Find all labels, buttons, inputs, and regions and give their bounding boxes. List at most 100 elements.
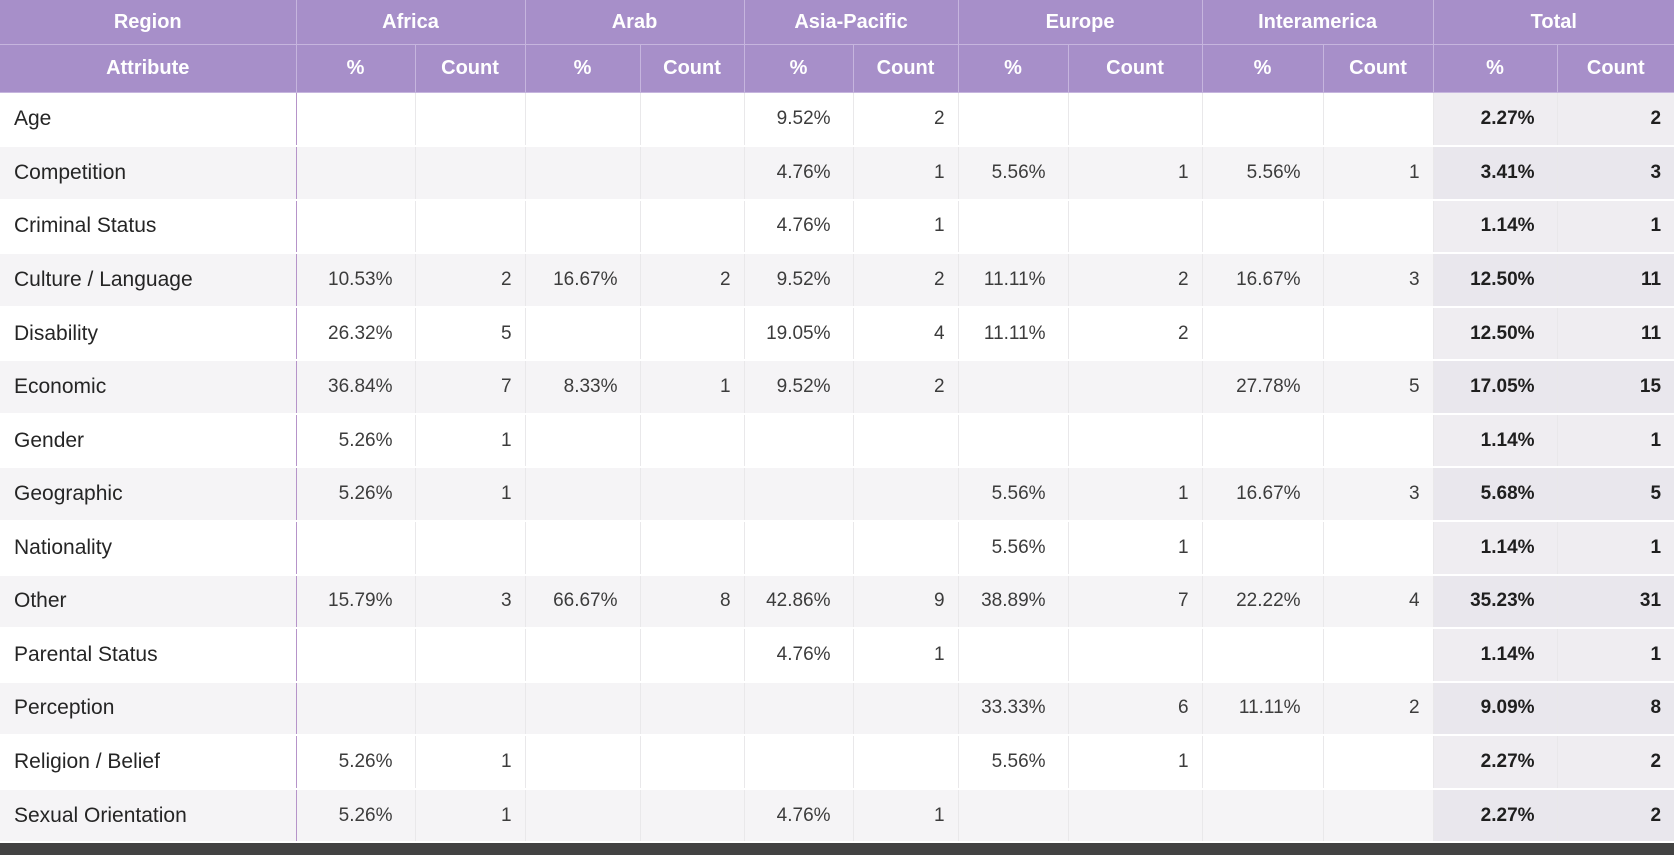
pct-cell: 33.33% bbox=[958, 681, 1069, 737]
pct-cell: 11.11% bbox=[958, 253, 1069, 308]
pct-cell: 5.56% bbox=[958, 521, 1069, 576]
count-cell: 3 bbox=[415, 574, 526, 630]
subheader-pct-europe: % bbox=[957, 44, 1069, 93]
total-pct-cell: 12.50% bbox=[1433, 253, 1558, 308]
pct-cell: 5.56% bbox=[1202, 146, 1324, 201]
table-row: Perception 33.33% 6 11.11% 2 9.09% 8 bbox=[0, 681, 1674, 737]
pct-cell bbox=[958, 413, 1069, 469]
count-cell bbox=[1323, 735, 1434, 790]
subheader-pct-interamerica: % bbox=[1201, 44, 1324, 93]
row-attribute-label: Other bbox=[0, 574, 297, 630]
row-attribute-label: Competition bbox=[0, 146, 297, 201]
subheader-pct-arab: % bbox=[524, 44, 641, 93]
column-group-interamerica: Interamerica bbox=[1201, 0, 1434, 45]
count-cell: 1 bbox=[853, 788, 959, 844]
count-cell bbox=[1068, 199, 1203, 255]
count-cell: 1 bbox=[853, 199, 959, 255]
count-cell: 1 bbox=[640, 360, 745, 415]
count-cell bbox=[415, 146, 526, 201]
row-attribute-label: Geographic bbox=[0, 467, 297, 522]
pct-cell bbox=[1202, 628, 1324, 683]
pct-cell: 5.26% bbox=[296, 735, 416, 790]
count-cell: 2 bbox=[853, 253, 959, 308]
count-cell bbox=[853, 413, 959, 469]
total-count-cell: 3 bbox=[1557, 146, 1674, 201]
count-cell: 8 bbox=[640, 574, 745, 630]
count-cell: 1 bbox=[1068, 467, 1203, 522]
total-pct-cell: 1.14% bbox=[1433, 521, 1558, 576]
table-row: Other 15.79% 3 66.67% 8 42.86% 9 38.89% 7 22.22% 4… bbox=[0, 574, 1674, 630]
count-cell: 3 bbox=[1323, 467, 1434, 522]
pct-cell: 26.32% bbox=[296, 306, 416, 362]
count-cell bbox=[1323, 788, 1434, 844]
total-pct-cell: 5.68% bbox=[1433, 467, 1558, 522]
total-pct-cell: 35.23% bbox=[1433, 574, 1558, 630]
pct-cell bbox=[525, 146, 641, 201]
pct-cell: 5.56% bbox=[958, 146, 1069, 201]
pct-cell bbox=[1202, 92, 1324, 148]
pct-cell: 4.76% bbox=[744, 628, 854, 683]
count-cell bbox=[640, 735, 745, 790]
table-row: Sexual Orientation 5.26% 1 4.76% 1 2.27% 2 bbox=[0, 788, 1674, 844]
count-cell bbox=[640, 413, 745, 469]
pct-cell bbox=[525, 521, 641, 576]
total-count-cell: 8 bbox=[1557, 681, 1674, 737]
total-count-cell: 11 bbox=[1557, 306, 1674, 362]
count-cell: 1 bbox=[1323, 146, 1434, 201]
pct-cell: 4.76% bbox=[744, 199, 854, 255]
pct-cell: 66.67% bbox=[525, 574, 641, 630]
row-attribute-label: Perception bbox=[0, 681, 297, 737]
pct-cell bbox=[296, 681, 416, 737]
count-cell: 4 bbox=[853, 306, 959, 362]
pct-cell: 9.52% bbox=[744, 92, 854, 148]
pct-cell bbox=[296, 146, 416, 201]
count-cell: 5 bbox=[1323, 360, 1434, 415]
total-pct-cell: 1.14% bbox=[1433, 413, 1558, 469]
pct-cell bbox=[296, 521, 416, 576]
pct-cell: 8.33% bbox=[525, 360, 641, 415]
table-row: Disability 26.32% 5 19.05% 4 11.11% 2 12.50% 11 bbox=[0, 306, 1674, 362]
pct-cell: 11.11% bbox=[958, 306, 1069, 362]
row-attribute-label: Parental Status bbox=[0, 628, 297, 683]
subheader-count-europe: Count bbox=[1067, 44, 1203, 93]
pct-cell: 27.78% bbox=[1202, 360, 1324, 415]
table-row: Religion / Belief 5.26% 1 5.56% 1 2.27% 2 bbox=[0, 735, 1674, 790]
count-cell bbox=[853, 681, 959, 737]
total-pct-cell: 2.27% bbox=[1433, 788, 1558, 844]
count-cell: 1 bbox=[415, 788, 526, 844]
count-cell bbox=[415, 199, 526, 255]
total-pct-cell: 1.14% bbox=[1433, 199, 1558, 255]
pct-cell bbox=[958, 199, 1069, 255]
count-cell bbox=[640, 146, 745, 201]
total-pct-cell: 3.41% bbox=[1433, 146, 1558, 201]
count-cell bbox=[1323, 306, 1434, 362]
total-pct-cell: 12.50% bbox=[1433, 306, 1558, 362]
pct-cell bbox=[525, 735, 641, 790]
count-cell: 5 bbox=[415, 306, 526, 362]
pct-cell: 10.53% bbox=[296, 253, 416, 308]
count-cell: 3 bbox=[1323, 253, 1434, 308]
count-cell bbox=[1323, 199, 1434, 255]
pct-cell bbox=[958, 628, 1069, 683]
pct-cell bbox=[744, 413, 854, 469]
count-cell: 7 bbox=[415, 360, 526, 415]
count-cell bbox=[640, 199, 745, 255]
pct-cell bbox=[296, 92, 416, 148]
total-pct-cell: 17.05% bbox=[1433, 360, 1558, 415]
count-cell: 2 bbox=[640, 253, 745, 308]
count-cell bbox=[1323, 521, 1434, 576]
pct-cell: 4.76% bbox=[744, 146, 854, 201]
count-cell bbox=[1323, 92, 1434, 148]
count-cell: 1 bbox=[853, 146, 959, 201]
total-pct-cell: 9.09% bbox=[1433, 681, 1558, 737]
row-attribute-label: Gender bbox=[0, 413, 297, 469]
table-row: Culture / Language 10.53% 2 16.67% 2 9.52% 2 11… bbox=[0, 253, 1674, 308]
pct-cell bbox=[744, 681, 854, 737]
pct-cell: 42.86% bbox=[744, 574, 854, 630]
pct-cell bbox=[744, 467, 854, 522]
count-cell bbox=[1323, 413, 1434, 469]
subheader-count-interamerica: Count bbox=[1322, 44, 1434, 93]
pct-cell: 11.11% bbox=[1202, 681, 1324, 737]
pct-cell: 16.67% bbox=[1202, 467, 1324, 522]
